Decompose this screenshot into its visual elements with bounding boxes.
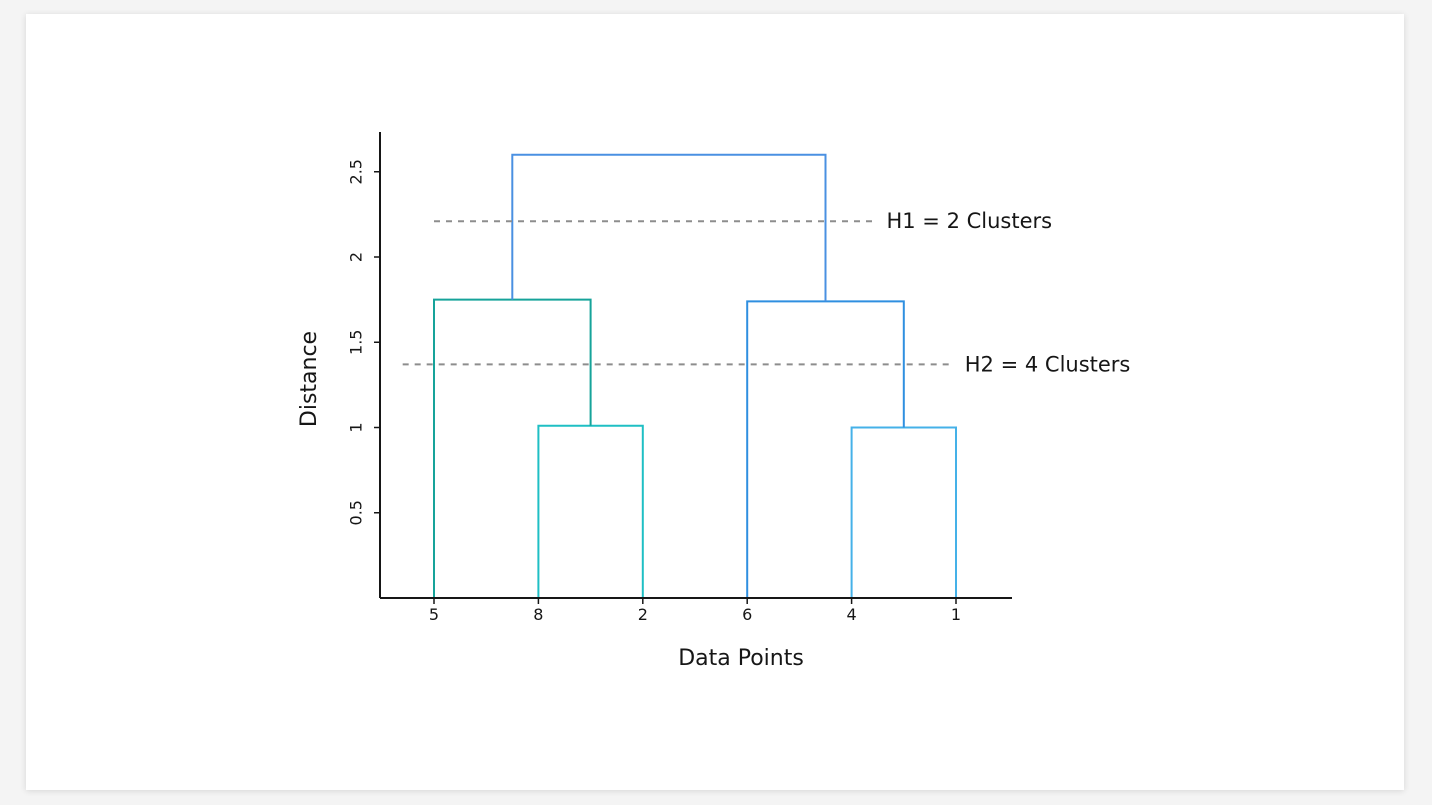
cut-lines: H1 = 2 Clusters H2 = 4 Clusters [402, 209, 1131, 376]
x-tick-label: 6 [742, 605, 752, 624]
x-axis-title: Data Points [678, 646, 804, 671]
cut-line-label: H1 = 2 Clusters [886, 209, 1052, 233]
cut-line-label: H2 = 4 Clusters [965, 352, 1131, 376]
x-tick-label: 4 [847, 605, 857, 624]
x-tick-label: 8 [533, 605, 543, 624]
y-tick-label: 1 [347, 422, 366, 432]
dendrogram-link [433, 298, 592, 598]
dendrogram-link [537, 424, 644, 598]
dendrogram-link [850, 426, 957, 598]
y-tick-label: 2.5 [347, 159, 366, 184]
dendrogram-links [433, 153, 957, 598]
x-tick-label: 1 [951, 605, 961, 624]
y-axis-title: Distance [297, 331, 322, 427]
x-tick-label: 2 [638, 605, 648, 624]
x-tick-label: 5 [429, 605, 439, 624]
axes: 0.5 1 1.5 2 2.5 5 8 2 6 4 1 [347, 132, 1012, 624]
dendrogram-link [746, 300, 905, 598]
y-tick-label: 1.5 [347, 330, 366, 355]
y-tick-label: 0.5 [347, 500, 366, 525]
dendrogram-chart: H1 = 2 Clusters H2 = 4 Clusters 0.5 1 1.5 2 2… [297, 132, 1131, 671]
chart-card: H1 = 2 Clusters H2 = 4 Clusters 0.5 1 1.5 2 2… [26, 14, 1404, 790]
y-tick-label: 2 [347, 252, 366, 262]
dendrogram-link [511, 153, 827, 302]
